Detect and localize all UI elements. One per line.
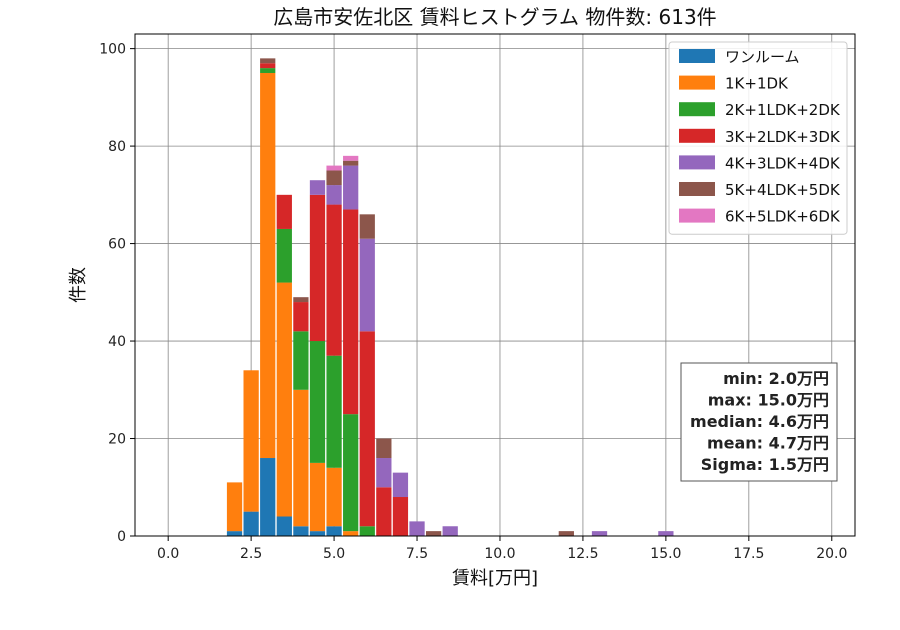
y-tick-label: 20: [108, 432, 126, 448]
histogram-bar: [409, 521, 425, 536]
y-tick-label: 60: [108, 237, 126, 253]
legend-label: 4K+3LDK+4DK: [725, 154, 841, 172]
histogram-bar: [343, 414, 359, 532]
histogram-bar: [343, 160, 359, 166]
legend-swatch: [679, 182, 715, 196]
histogram-bar: [392, 472, 409, 498]
histogram-bar: [260, 72, 276, 459]
legend-swatch: [679, 128, 715, 143]
legend-swatch: [679, 208, 715, 223]
x-axis-ticks: 0.0 2.5 5.0 7.5 10.0 12.5 15.0 17.5 20.0: [157, 536, 847, 562]
histogram-bar: [343, 155, 359, 161]
x-tick-label: 2.5: [240, 546, 262, 562]
histogram-bar: [226, 482, 243, 532]
legend-label: 5K+4LDK+5DK: [725, 181, 841, 199]
histogram-bar: [276, 282, 292, 517]
histogram-bar: [226, 531, 243, 536]
y-axis-title: 件数: [68, 267, 89, 303]
histogram-bar: [558, 531, 574, 536]
x-tick-label: 5.0: [323, 546, 345, 562]
histogram-bar: [326, 355, 342, 468]
x-tick-label: 0.0: [157, 546, 179, 562]
x-tick-label: 15.0: [650, 546, 681, 562]
bars: [226, 58, 674, 536]
histogram-bar: [591, 531, 608, 536]
y-tick-label: 0: [117, 529, 126, 545]
histogram-bar: [376, 458, 392, 488]
legend-label: 2K+1LDK+2DK: [725, 101, 841, 119]
histogram-bar: [293, 526, 309, 536]
histogram-bar: [309, 531, 326, 536]
histogram-bar: [343, 209, 359, 415]
histogram-bar: [326, 170, 342, 186]
x-tick-label: 7.5: [406, 546, 428, 562]
histogram-bar: [359, 526, 375, 536]
histogram-bar: [309, 180, 326, 195]
y-tick-label: 40: [108, 334, 126, 350]
histogram-bar: [276, 194, 292, 229]
histogram-bar: [359, 238, 375, 332]
histogram-bar: [359, 331, 375, 527]
y-tick-label: 80: [108, 139, 126, 155]
histogram-bar: [309, 341, 326, 463]
histogram-bar: [309, 194, 326, 342]
legend-label: ワンルーム: [725, 48, 800, 66]
stats-line: mean: 4.7万円: [707, 434, 829, 453]
stats-box-frame: [680, 362, 838, 482]
histogram-bar: [260, 458, 276, 536]
legend: ワンルーム 1K+1DK 2K+1LDK+2DK 3K+2LDK+3DK 4K+3LDK…: [668, 41, 848, 235]
histogram-bar: [243, 511, 259, 536]
histogram-bar: [293, 297, 309, 303]
histogram-bar: [293, 302, 309, 332]
legend-swatch: [679, 155, 715, 170]
legend-label: 1K+1DK: [725, 75, 789, 93]
plot-frame: [134, 33, 856, 537]
histogram-bar: [260, 68, 276, 73]
x-tick-label: 12.5: [567, 546, 598, 562]
histogram-bar: [293, 331, 309, 390]
legend-swatch: [679, 102, 715, 117]
histogram-bar: [343, 531, 359, 536]
histogram-bar: [326, 185, 342, 205]
histogram-bar: [243, 370, 259, 512]
legend-swatch: [679, 75, 715, 90]
histogram-bar: [343, 165, 359, 210]
histogram-bar: [293, 389, 309, 527]
stats-box: min: 2.0万円 max: 15.0万円 median: 4.6万円 mean: …: [680, 362, 838, 482]
legend-label: 6K+5LDK+6DK: [725, 208, 841, 226]
histogram-bar: [359, 214, 375, 239]
stats-line: Sigma: 1.5万円: [701, 455, 829, 474]
histogram-bar: [276, 516, 292, 536]
x-tick-label: 17.5: [733, 546, 764, 562]
histogram-bar: [442, 526, 458, 536]
histogram-bar: [326, 165, 342, 171]
y-tick-label: 100: [99, 42, 126, 58]
histogram-bar: [376, 487, 392, 536]
histogram-bar: [309, 462, 326, 532]
legend-label: 3K+2LDK+3DK: [725, 128, 841, 146]
histogram-bar: [276, 228, 292, 283]
x-axis-title: 賃料[万円]: [452, 568, 538, 589]
y-axis-ticks: 0 20 40 60 80 100: [99, 42, 135, 545]
histogram-bar: [425, 531, 442, 536]
legend-swatch: [679, 49, 715, 63]
x-tick-label: 10.0: [484, 546, 515, 562]
histogram-bar: [260, 58, 276, 64]
stats-line: max: 15.0万円: [708, 391, 829, 410]
histogram-bar: [326, 204, 342, 356]
histogram-bar: [376, 438, 392, 459]
stats-line: min: 2.0万円: [723, 369, 829, 388]
histogram-bar: [326, 526, 342, 536]
x-tick-label: 20.0: [816, 546, 847, 562]
histogram-bar: [658, 531, 674, 536]
stats-line: median: 4.6万円: [690, 412, 829, 431]
histogram-bar: [392, 497, 409, 536]
histogram-bar: [326, 467, 342, 527]
histogram-bar: [260, 63, 276, 69]
chart-title: 広島市安佐北区 賃料ヒストグラム 物件数: 613件: [273, 5, 716, 29]
